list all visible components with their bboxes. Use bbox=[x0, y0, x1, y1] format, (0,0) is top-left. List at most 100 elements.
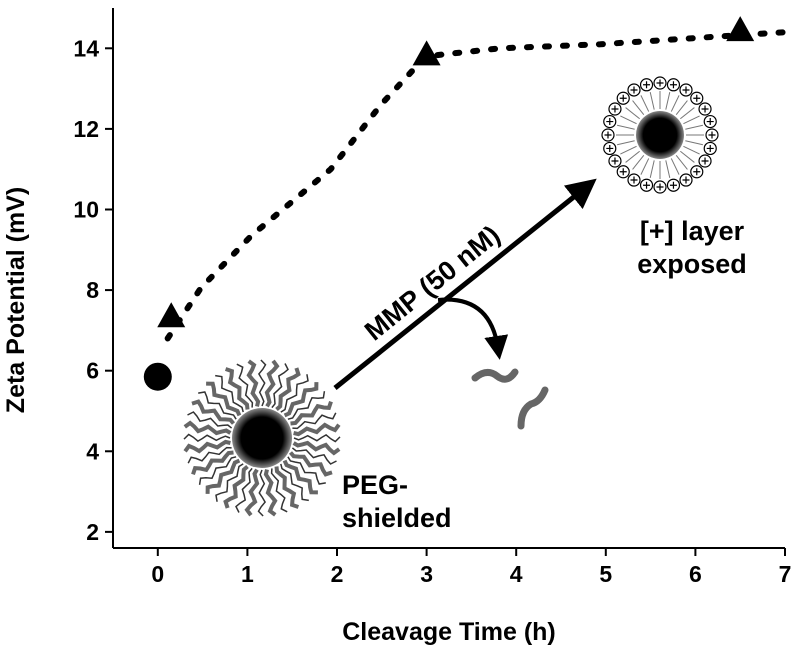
reaction-arrow bbox=[333, 178, 597, 390]
fragment bbox=[471, 368, 519, 383]
charge-plus bbox=[693, 94, 701, 102]
charge-plus bbox=[611, 105, 619, 113]
charge-plus bbox=[604, 131, 612, 139]
peg-chain bbox=[215, 463, 244, 502]
peg-chain bbox=[257, 359, 267, 407]
fragment bbox=[517, 386, 549, 430]
x-tick-label: 4 bbox=[510, 561, 523, 587]
peg-chain bbox=[291, 447, 337, 465]
point bbox=[143, 362, 172, 391]
peg-chain bbox=[270, 468, 288, 513]
release-arrow bbox=[437, 297, 509, 360]
peg-chain bbox=[198, 456, 237, 485]
charge-plus bbox=[643, 81, 651, 89]
charge-plus bbox=[619, 94, 627, 102]
annotation: PEG- bbox=[342, 470, 408, 500]
y-tick-label: 10 bbox=[73, 196, 99, 222]
peg-chain bbox=[287, 456, 326, 485]
annotation: MMP (50 nM) bbox=[359, 220, 506, 347]
charge-plus bbox=[669, 181, 677, 189]
peg-chain bbox=[236, 363, 254, 408]
charge-plus bbox=[682, 86, 690, 94]
charge-plus bbox=[706, 118, 714, 126]
chain bbox=[616, 140, 635, 146]
x-axis-title: Cleavage Time (h) bbox=[342, 618, 556, 646]
x-tick-label: 6 bbox=[689, 561, 702, 587]
peg-chain bbox=[198, 391, 237, 420]
x-tick-label: 7 bbox=[779, 561, 792, 587]
peg-chain bbox=[223, 464, 249, 509]
chain bbox=[675, 155, 688, 170]
chain bbox=[632, 100, 645, 115]
peg-chain bbox=[280, 463, 309, 502]
chain bbox=[640, 158, 650, 175]
chain bbox=[680, 107, 695, 120]
chain bbox=[665, 91, 671, 110]
chain bbox=[680, 150, 695, 163]
charge-plus bbox=[606, 118, 614, 126]
chain bbox=[620, 115, 637, 125]
peg-chain bbox=[224, 367, 250, 410]
peg-chain bbox=[191, 399, 236, 425]
charge-plus bbox=[708, 131, 716, 139]
chain bbox=[675, 100, 688, 115]
y-tick-label: 14 bbox=[73, 35, 99, 61]
charge-plus bbox=[611, 157, 619, 165]
peg-chain bbox=[187, 411, 233, 429]
charge-plus bbox=[630, 176, 638, 184]
y-tick-label: 8 bbox=[86, 277, 99, 303]
charge-plus bbox=[643, 181, 651, 189]
chain bbox=[665, 160, 671, 179]
charge-plus bbox=[701, 157, 709, 165]
peg-chain bbox=[271, 363, 289, 409]
charge-plus bbox=[656, 183, 664, 191]
peg-chain bbox=[283, 382, 319, 418]
peg-chain bbox=[290, 400, 333, 426]
x-tick-label: 0 bbox=[151, 561, 164, 587]
particle-core bbox=[232, 408, 292, 468]
y-tick-label: 2 bbox=[86, 519, 99, 545]
chain bbox=[640, 95, 650, 112]
annotation: shielded bbox=[342, 503, 452, 533]
peg-chain bbox=[191, 450, 234, 476]
peg-chain bbox=[183, 433, 231, 443]
chain bbox=[625, 150, 640, 163]
charge-plus bbox=[619, 168, 627, 176]
charge-plus bbox=[701, 105, 709, 113]
y-tick-label: 4 bbox=[86, 438, 99, 464]
peg-chain bbox=[183, 420, 232, 436]
peg-chain bbox=[282, 459, 318, 495]
peg-chain bbox=[293, 422, 341, 437]
chain bbox=[620, 145, 637, 155]
trend-line bbox=[164, 29, 788, 342]
peg-chain bbox=[187, 446, 232, 464]
chain bbox=[683, 115, 700, 125]
peg-chain bbox=[288, 451, 333, 477]
peg-chain bbox=[257, 469, 267, 517]
peg-chain bbox=[205, 458, 241, 494]
x-tick-label: 2 bbox=[331, 561, 344, 587]
peg-chain bbox=[292, 412, 337, 430]
y-tick-label: 12 bbox=[73, 116, 99, 142]
charge-plus bbox=[682, 176, 690, 184]
chain bbox=[683, 145, 700, 155]
charge-plus bbox=[606, 144, 614, 152]
annotation: [+] layer bbox=[640, 216, 745, 246]
chain bbox=[649, 160, 655, 179]
charge-plus bbox=[630, 86, 638, 94]
chain bbox=[649, 91, 655, 110]
chain bbox=[632, 155, 645, 170]
peg-chain bbox=[292, 440, 341, 456]
peg-chain bbox=[280, 374, 309, 413]
y-axis-title: Zeta Potential (mV) bbox=[2, 187, 30, 413]
charge-plus bbox=[656, 79, 664, 87]
charge-plus bbox=[693, 168, 701, 176]
x-tick-label: 5 bbox=[599, 561, 612, 587]
peg-chain bbox=[264, 359, 280, 408]
peg-chain bbox=[183, 439, 231, 454]
peg-chain bbox=[263, 469, 278, 517]
chain bbox=[625, 107, 640, 120]
annotation: exposed bbox=[637, 249, 747, 279]
x-tick-label: 3 bbox=[420, 561, 433, 587]
